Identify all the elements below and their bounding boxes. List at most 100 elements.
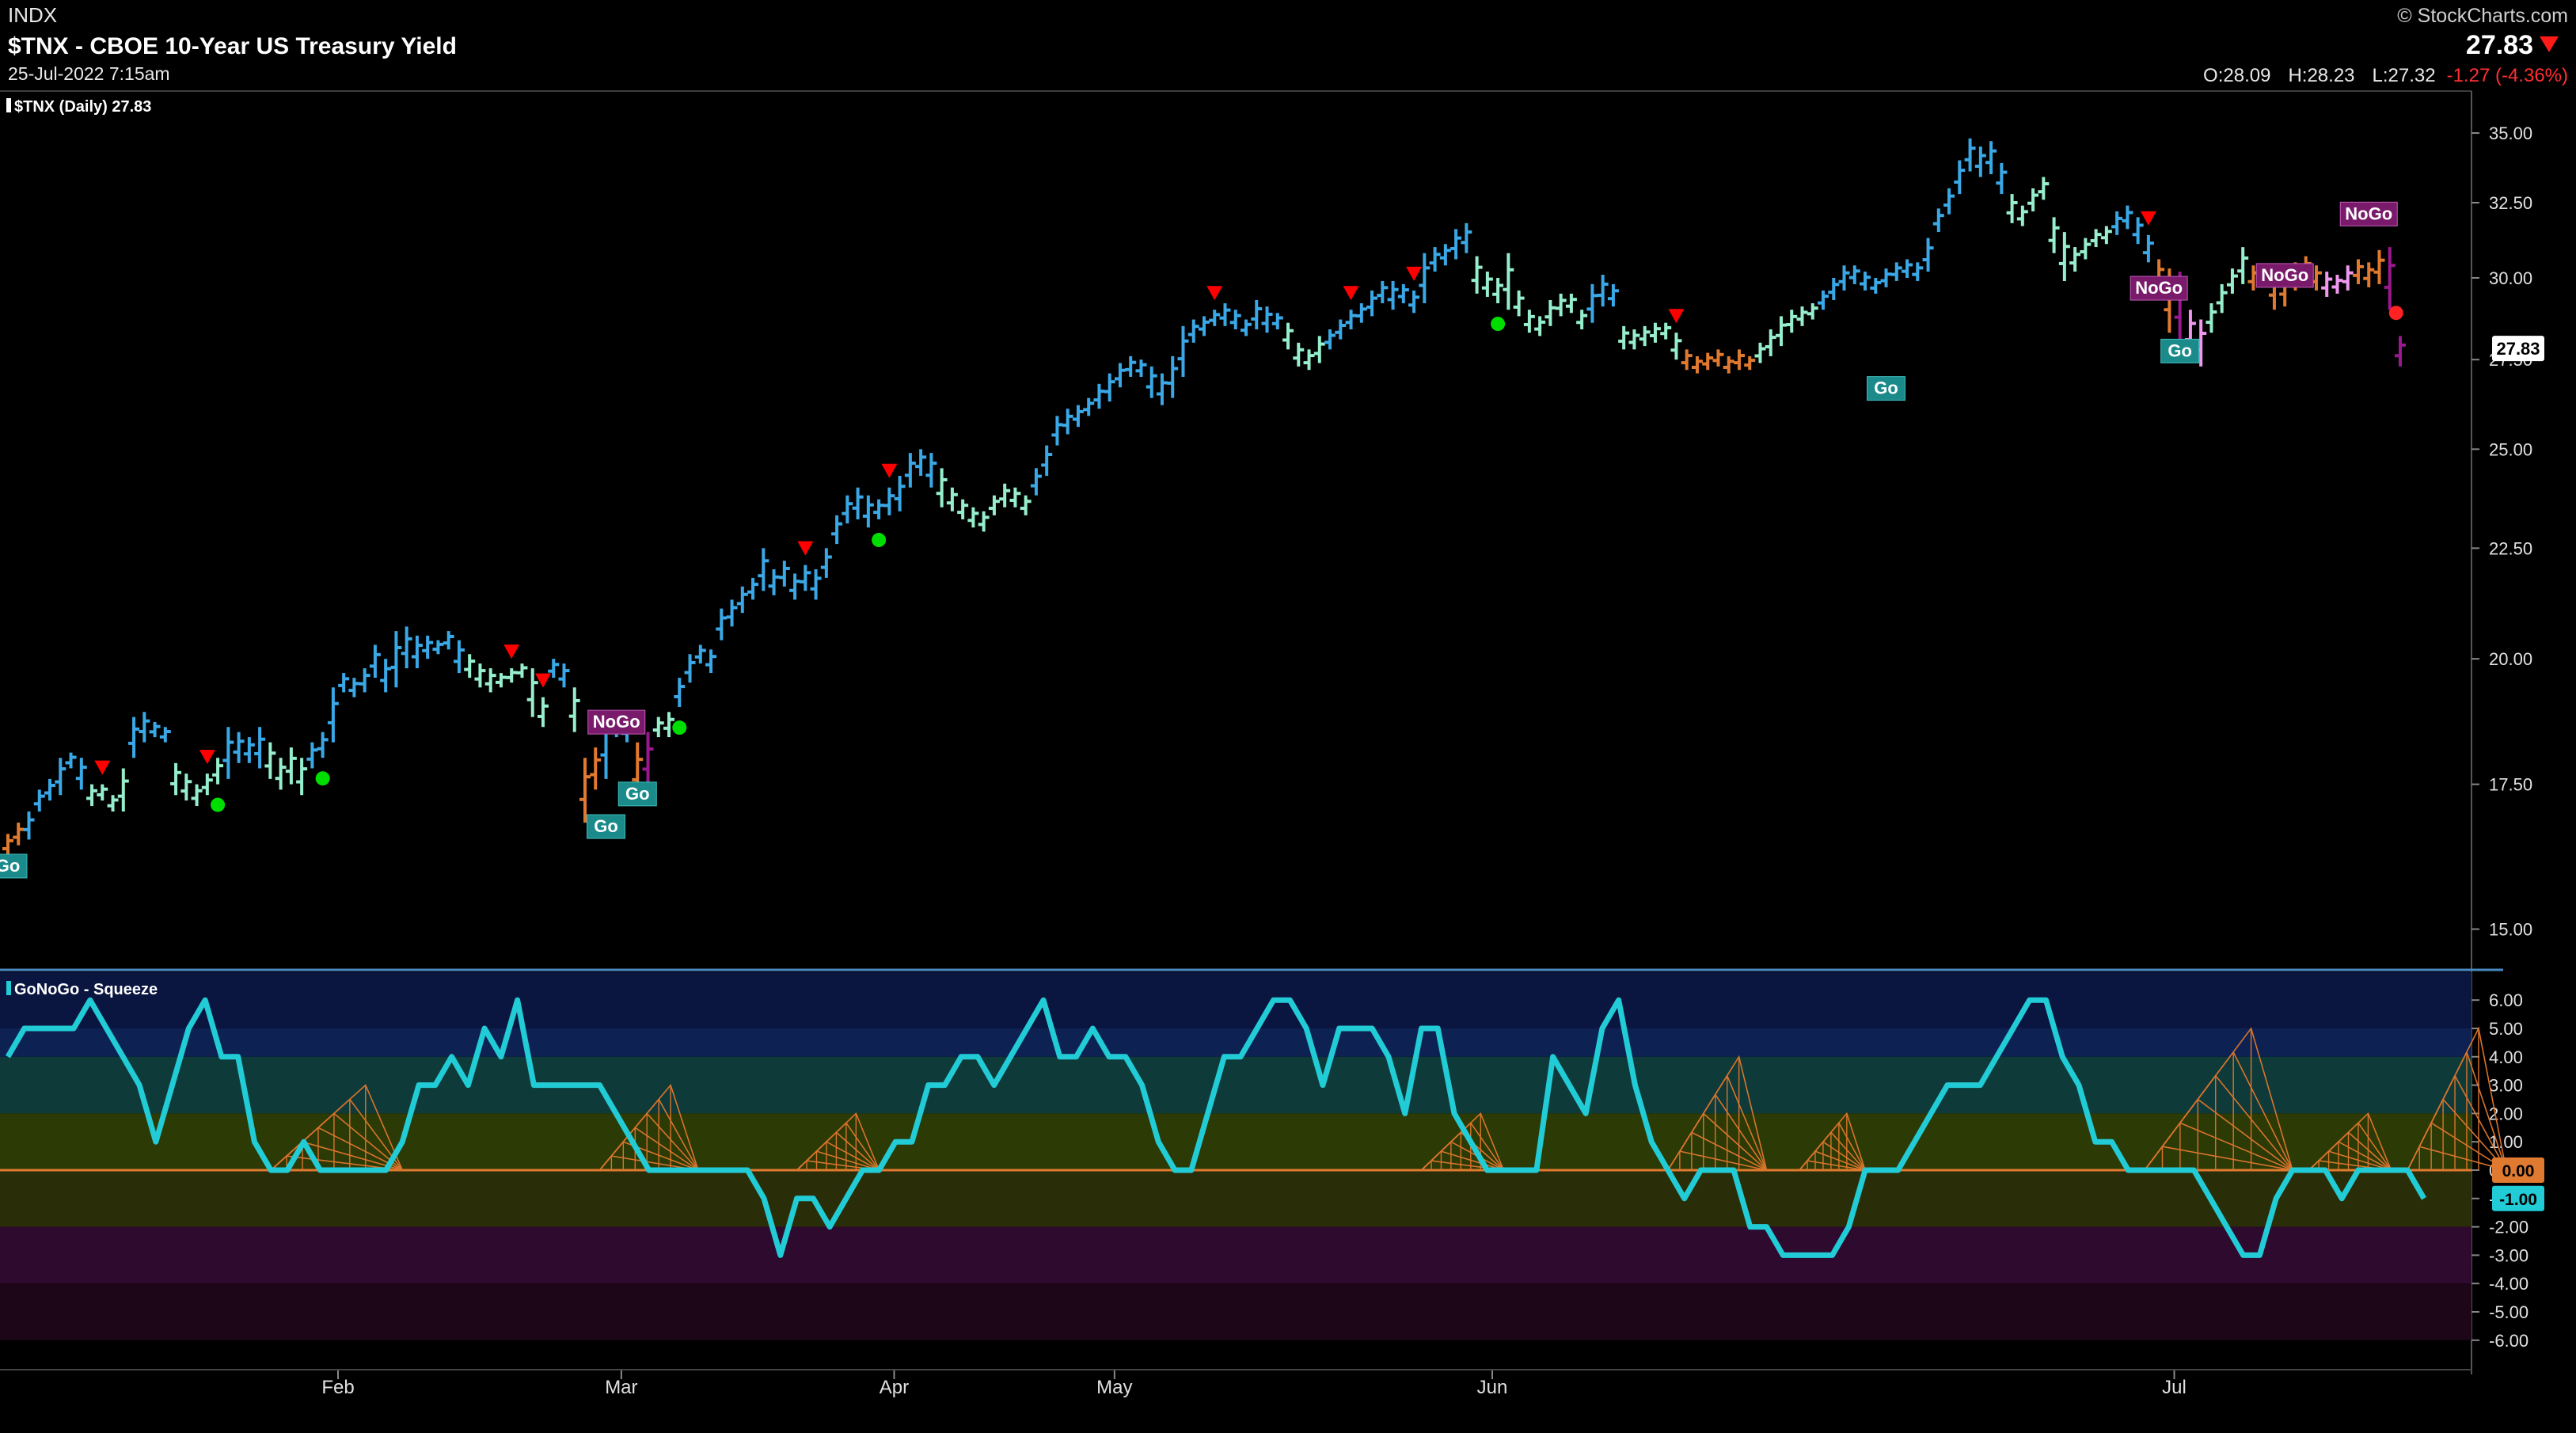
ohlc-bar	[1786, 310, 1798, 333]
ohlc-bar	[789, 573, 801, 600]
ohlc-bar	[2111, 211, 2123, 235]
ohlc-bar	[1041, 445, 1053, 477]
ohlc-bar	[1313, 336, 1325, 363]
nogo-dot-marker	[2388, 306, 2403, 321]
squeeze-fan	[2407, 1026, 2507, 1171]
go-label: Go	[617, 781, 657, 807]
ohlc-bar	[1828, 277, 1840, 300]
ohlc-bar	[506, 668, 518, 683]
ohlc-bar	[883, 487, 895, 515]
ohlc-bar	[390, 631, 402, 688]
ohlc-bar	[747, 577, 759, 600]
ohlc-bar	[201, 774, 213, 796]
ohlc-bar	[1544, 299, 1556, 326]
ohlc-bar	[233, 732, 245, 763]
oscillator-band-6	[0, 1283, 2472, 1340]
go-dot-marker	[211, 797, 226, 812]
ohlc-bar	[1912, 262, 1924, 281]
ohlc-bar	[495, 673, 507, 688]
ohlc-bar	[2342, 265, 2354, 291]
ohlc-bar	[484, 668, 496, 693]
last-price-tag-text: 27.83	[2496, 339, 2540, 359]
ohlc-bar	[1114, 363, 1126, 388]
ohlc-bar	[348, 678, 360, 697]
ohlc-bar	[1691, 355, 1703, 374]
go-dot-marker	[315, 771, 330, 786]
ohlc-bar	[1387, 280, 1399, 310]
ohlc-bar	[1838, 265, 1850, 291]
ohlc-bar	[873, 499, 885, 520]
ohlc-bar	[705, 649, 717, 674]
ohlc-bar	[2331, 275, 2343, 294]
last-price-tag	[2492, 336, 2544, 362]
ohlc-bar	[1576, 310, 1588, 330]
ohlc-bar	[1860, 272, 1871, 291]
down-triangle-marker	[199, 750, 215, 765]
oscillator-tick-label: -3.00	[2489, 1245, 2529, 1265]
nogo-label: NoGo	[2339, 201, 2398, 226]
ohlc-bar	[1156, 373, 1168, 405]
ohlc-bar	[1219, 303, 1231, 326]
oscillator-tick-label: 3.00	[2489, 1076, 2523, 1096]
ohlc-bar	[1104, 373, 1115, 402]
ohlc-bar	[590, 747, 602, 790]
ohlc-bar	[2090, 229, 2102, 248]
ohlc-bar	[946, 487, 958, 511]
ohlc-bar	[1670, 333, 1682, 360]
ohlc-bar	[1062, 409, 1073, 435]
ohlc-bar	[1586, 283, 1598, 323]
ohlc-bar	[1922, 238, 1934, 272]
ohlc-bar	[2384, 247, 2396, 310]
ohlc-bar	[1271, 313, 1283, 330]
ohlc-bar	[75, 758, 87, 790]
ohlc-bar	[149, 721, 161, 738]
oscillator-legend: GoNoGo - Squeeze	[14, 981, 158, 998]
ohlc-bar	[1324, 329, 1336, 350]
ohlc-bar	[2352, 259, 2364, 284]
price-tick-label: 32.50	[2489, 193, 2532, 213]
ohlc-bar	[2321, 272, 2333, 297]
ohlc-bar	[674, 678, 686, 708]
ohlc-bar	[1765, 329, 1776, 356]
ohlc-bar	[107, 795, 119, 812]
price-tick-label: 17.50	[2489, 775, 2532, 795]
ohlc-bar	[2216, 283, 2228, 314]
price-legend: $TNX (Daily) 27.83	[14, 98, 151, 116]
ohlc-bar	[369, 644, 381, 678]
ohlc-bar	[1261, 306, 1273, 333]
down-triangle-marker	[797, 541, 814, 556]
squeeze-fan	[1667, 1055, 1768, 1171]
ohlc-bar	[1177, 325, 1189, 378]
ohlc-bar	[1880, 268, 1892, 287]
ohlc-bar	[1932, 208, 1944, 233]
label-box	[587, 709, 646, 735]
ohlc-bar	[1723, 355, 1734, 374]
ohlc-bar	[2006, 194, 2018, 223]
ohlc-bar	[548, 659, 560, 678]
price-tick-label: 30.00	[2489, 268, 2532, 288]
low-label: L:	[2373, 65, 2388, 86]
price-tick-label: 15.00	[2489, 920, 2532, 940]
label-text: NoGo	[2135, 278, 2183, 298]
label-text: NoGo	[593, 712, 640, 732]
ohlc-bar	[663, 712, 675, 738]
ohlc-bar	[443, 631, 454, 650]
ohlc-bar	[862, 495, 874, 528]
ohlc-bar	[1503, 253, 1514, 310]
ohlc-bar	[453, 640, 465, 674]
ohlc-bar	[2058, 232, 2070, 281]
squeeze-fan	[2144, 1027, 2293, 1171]
change-value: -1.27 (-4.36%)	[2447, 65, 2568, 86]
ohlc-bar	[296, 758, 308, 796]
ohlc-bar	[222, 727, 234, 779]
ohlc-bar	[967, 507, 979, 528]
ohlc-bar	[2069, 247, 2081, 272]
squeeze-fan	[270, 1084, 404, 1171]
ohlc-bar	[1293, 342, 1305, 367]
down-arrow-icon	[2540, 36, 2559, 52]
ohlc-bar	[1020, 495, 1032, 515]
ohlc-bar	[422, 635, 434, 659]
ohlc-bar	[1009, 487, 1021, 507]
ohlc-bar	[243, 737, 255, 763]
ohlc-line: O:28.09 H:28.23 L:27.32 -1.27 (-4.36%)	[2203, 65, 2568, 86]
